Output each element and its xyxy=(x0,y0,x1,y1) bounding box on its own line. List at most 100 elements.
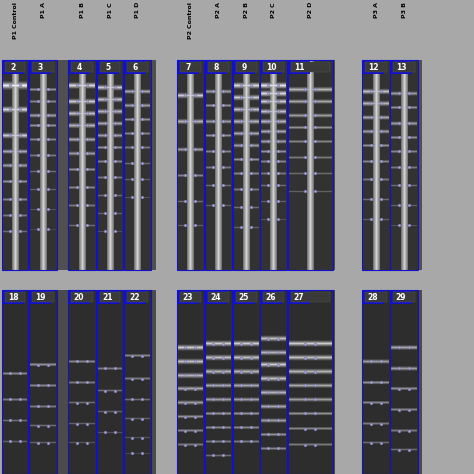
Bar xyxy=(97,290,123,474)
Text: P2 C: P2 C xyxy=(272,2,276,18)
Text: 19: 19 xyxy=(35,292,45,301)
Bar xyxy=(390,60,412,74)
Bar xyxy=(260,60,282,74)
Bar xyxy=(124,290,146,304)
Bar xyxy=(288,60,333,270)
Text: 18: 18 xyxy=(8,292,18,301)
Bar xyxy=(362,60,384,74)
Bar xyxy=(263,62,284,72)
Bar xyxy=(205,60,232,270)
Bar xyxy=(32,292,54,302)
Text: P1 B: P1 B xyxy=(80,2,85,18)
Bar xyxy=(260,60,287,270)
Text: 29: 29 xyxy=(396,292,406,301)
Bar xyxy=(208,292,229,302)
Bar xyxy=(260,290,287,474)
Bar xyxy=(263,292,284,302)
Bar xyxy=(29,290,51,304)
Bar xyxy=(127,292,148,302)
Bar xyxy=(97,290,119,304)
Bar xyxy=(180,62,201,72)
Bar xyxy=(71,292,93,302)
Text: 25: 25 xyxy=(239,292,249,301)
Bar xyxy=(236,62,257,72)
Bar xyxy=(68,290,96,474)
Bar xyxy=(5,292,25,302)
Bar xyxy=(2,290,28,474)
Bar xyxy=(291,62,330,72)
Text: P1 D: P1 D xyxy=(136,2,140,18)
Text: 22: 22 xyxy=(130,292,140,301)
Text: 10: 10 xyxy=(266,63,276,72)
Bar xyxy=(124,60,151,270)
Bar xyxy=(177,60,204,270)
Bar xyxy=(205,290,227,304)
Bar xyxy=(32,62,54,72)
Bar xyxy=(124,60,146,74)
Bar xyxy=(393,62,415,72)
Bar xyxy=(127,62,148,72)
Bar xyxy=(97,60,119,74)
Bar xyxy=(100,62,120,72)
Bar xyxy=(233,290,260,474)
Text: P2 Control: P2 Control xyxy=(189,2,193,39)
Text: 4: 4 xyxy=(76,63,82,72)
Text: P3 B: P3 B xyxy=(402,2,407,18)
Bar xyxy=(260,290,282,304)
Bar xyxy=(205,290,232,474)
Bar xyxy=(71,62,93,72)
Text: 11: 11 xyxy=(294,63,304,72)
Bar xyxy=(2,60,28,270)
Bar xyxy=(236,292,257,302)
Text: P1 C: P1 C xyxy=(108,2,113,18)
Text: 28: 28 xyxy=(368,292,378,301)
Bar xyxy=(97,60,123,270)
Text: 20: 20 xyxy=(74,292,84,301)
Text: P3 A: P3 A xyxy=(374,2,379,18)
Text: P2 D: P2 D xyxy=(309,2,313,18)
Bar xyxy=(365,292,387,302)
Bar xyxy=(68,60,90,74)
Text: P2 B: P2 B xyxy=(245,2,249,18)
Bar xyxy=(177,290,204,474)
Text: 27: 27 xyxy=(294,292,304,301)
Bar xyxy=(100,292,120,302)
Text: 5: 5 xyxy=(105,63,110,72)
Bar xyxy=(233,60,255,74)
Bar xyxy=(233,290,255,304)
Bar xyxy=(205,60,227,74)
Text: 9: 9 xyxy=(241,63,246,72)
Bar xyxy=(390,290,418,474)
Text: 23: 23 xyxy=(183,292,193,301)
Bar xyxy=(124,290,151,474)
Text: P1 A: P1 A xyxy=(41,2,46,18)
Bar xyxy=(29,60,51,74)
Text: 21: 21 xyxy=(103,292,113,301)
Text: 2: 2 xyxy=(10,63,16,72)
Bar xyxy=(68,290,90,304)
Bar xyxy=(288,60,310,74)
Bar xyxy=(288,290,310,304)
Text: 3: 3 xyxy=(37,63,43,72)
Bar xyxy=(68,60,96,270)
Text: 13: 13 xyxy=(396,63,406,72)
Text: 7: 7 xyxy=(185,63,191,72)
Bar xyxy=(362,290,390,474)
Bar xyxy=(393,292,415,302)
Bar xyxy=(208,62,229,72)
Bar xyxy=(365,62,387,72)
Text: 24: 24 xyxy=(211,292,221,301)
Bar xyxy=(177,60,199,74)
Bar xyxy=(29,60,57,270)
Bar xyxy=(288,290,333,474)
Bar xyxy=(5,62,25,72)
Bar xyxy=(291,292,330,302)
Text: 26: 26 xyxy=(266,292,276,301)
Bar xyxy=(180,292,201,302)
Bar xyxy=(177,290,199,304)
Text: P2 A: P2 A xyxy=(217,2,221,18)
Text: 8: 8 xyxy=(213,63,219,72)
Bar xyxy=(362,290,384,304)
Bar xyxy=(233,60,260,270)
Bar xyxy=(362,60,390,270)
